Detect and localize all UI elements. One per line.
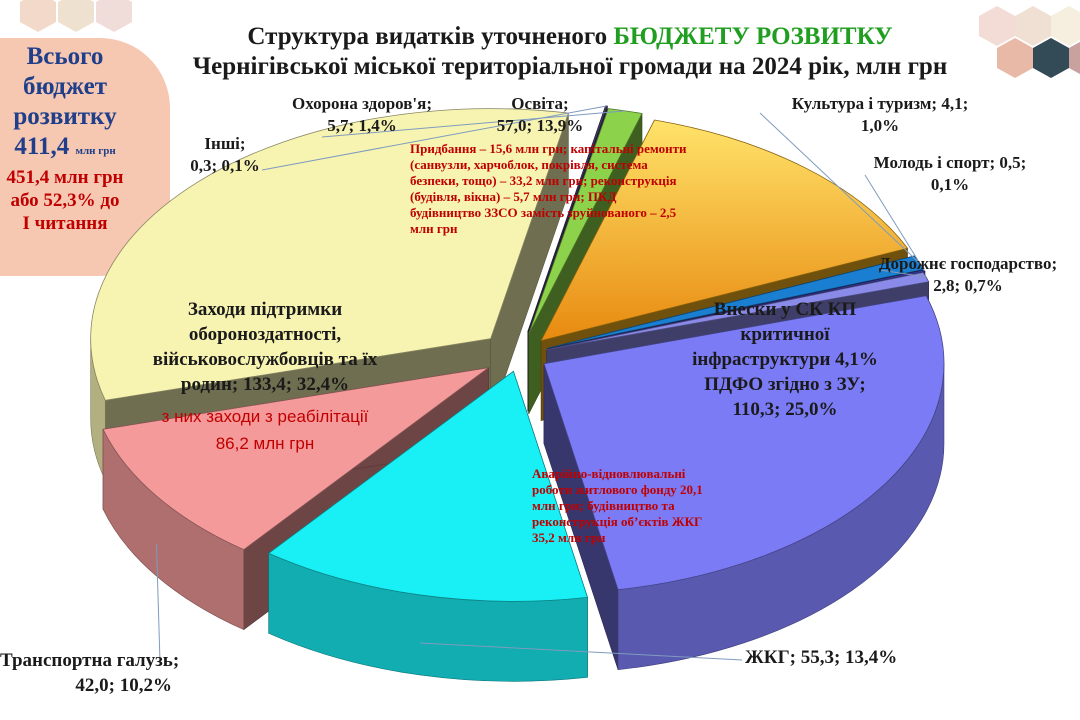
total-budget-text: Всього бюджет розвитку 411,4 млн грн 451…: [0, 42, 130, 235]
label-osvita: Освіта; 57,0; 13,9%: [496, 94, 584, 135]
label-zdorovya: Охорона здоров'я; 5,7; 1,4%: [292, 94, 432, 135]
total-line1: Всього: [26, 43, 104, 70]
slice-zdorovya-top: [528, 108, 643, 335]
leader-line-dorozhne: [879, 269, 927, 278]
total-delta2: або 52,3% до: [10, 190, 120, 211]
total-line2: бюджет: [23, 73, 107, 100]
total-value: 411,4: [14, 133, 70, 160]
slice-zhkg: [267, 370, 589, 682]
label-inshi: Інші; 0,3; 0,1%: [190, 134, 260, 175]
leader-lines: [155, 105, 927, 663]
slice-zhkg-top: [267, 370, 589, 602]
annotation-oborona: з них заходи з реабілітації 86,2 млн грн: [161, 407, 369, 453]
slice-vnesky: [543, 295, 945, 671]
label-molod: Молодь і спорт; 0,5; 0,1%: [873, 153, 1027, 194]
label-oborona: Заходи підтримки обороноздатності, війсь…: [152, 299, 378, 395]
leader-line-zhkg: [419, 642, 743, 661]
total-delta3: І читання: [22, 213, 108, 234]
leader-line-molod: [864, 174, 925, 272]
leader-line-zdorovya: [321, 110, 626, 138]
label-zhkg: ЖКГ; 55,3; 13,4%: [745, 647, 898, 668]
annotation-zhkg: Аварійно-відновлювальні роботи житлового…: [532, 466, 703, 545]
slice-vnesky-top: [543, 295, 945, 591]
leader-line-inshi: [261, 105, 607, 171]
label-dorozhne: Дорожнє господарство; 2,8; 0,7%: [878, 254, 1058, 295]
slice-oborona-top: [90, 108, 569, 401]
title-line1-accent: БЮДЖЕТУ РОЗВИТКУ: [613, 23, 893, 50]
slice-osvita-top: [540, 119, 909, 342]
label-vnesky: Внески у СК КП критичної інфраструктури …: [692, 299, 878, 420]
label-transport: Транспортна галузь; 42,0; 10,2%: [0, 650, 180, 696]
total-unit: млн грн: [75, 145, 116, 157]
annotation-osvita: Придбання – 15,6 млн грн; капітальні рем…: [410, 141, 687, 236]
decor-hexagons-right: [979, 6, 1080, 78]
title-line1-prefix: Структура видатків уточненого: [247, 23, 614, 50]
total-line3: розвитку: [13, 103, 117, 130]
label-kultura: Культура і туризм; 4,1; 1,0%: [791, 94, 969, 135]
leader-line-transport: [155, 543, 161, 663]
decor-hexagons-left: [20, 0, 132, 32]
chart-title: Структура видатків уточненого БЮДЖЕТУ РО…: [140, 22, 1000, 82]
slice-transport-top: [102, 367, 489, 551]
title-line2: Чернігівської міської територіальної гро…: [192, 53, 948, 80]
total-delta1: 451,4 млн грн: [6, 167, 124, 188]
leader-line-kultura: [759, 112, 920, 263]
pie-slices: [90, 105, 945, 682]
